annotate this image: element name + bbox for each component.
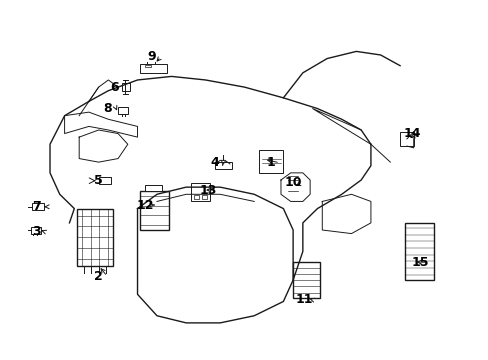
Text: 1: 1 bbox=[266, 156, 275, 169]
FancyBboxPatch shape bbox=[122, 83, 129, 91]
Text: 11: 11 bbox=[294, 293, 312, 306]
FancyBboxPatch shape bbox=[140, 64, 166, 73]
FancyBboxPatch shape bbox=[99, 177, 111, 184]
Text: 8: 8 bbox=[103, 102, 111, 115]
FancyBboxPatch shape bbox=[140, 191, 169, 230]
FancyBboxPatch shape bbox=[31, 203, 43, 210]
Text: 2: 2 bbox=[94, 270, 103, 283]
Text: 9: 9 bbox=[147, 50, 156, 63]
FancyBboxPatch shape bbox=[191, 183, 210, 202]
Text: 5: 5 bbox=[94, 174, 103, 187]
Text: 6: 6 bbox=[110, 81, 118, 94]
FancyBboxPatch shape bbox=[215, 162, 232, 169]
FancyBboxPatch shape bbox=[292, 262, 319, 298]
Text: 12: 12 bbox=[136, 198, 154, 212]
Text: 10: 10 bbox=[284, 176, 301, 189]
Text: 7: 7 bbox=[32, 200, 41, 213]
FancyBboxPatch shape bbox=[259, 150, 283, 173]
FancyBboxPatch shape bbox=[399, 132, 413, 146]
Text: 14: 14 bbox=[403, 127, 420, 140]
Text: 13: 13 bbox=[199, 184, 216, 197]
FancyBboxPatch shape bbox=[404, 223, 433, 280]
Text: 15: 15 bbox=[411, 256, 428, 269]
Text: 4: 4 bbox=[209, 156, 218, 169]
Text: 3: 3 bbox=[32, 225, 41, 238]
FancyBboxPatch shape bbox=[30, 227, 41, 234]
FancyBboxPatch shape bbox=[144, 185, 162, 191]
FancyBboxPatch shape bbox=[118, 108, 127, 114]
FancyBboxPatch shape bbox=[77, 208, 113, 266]
